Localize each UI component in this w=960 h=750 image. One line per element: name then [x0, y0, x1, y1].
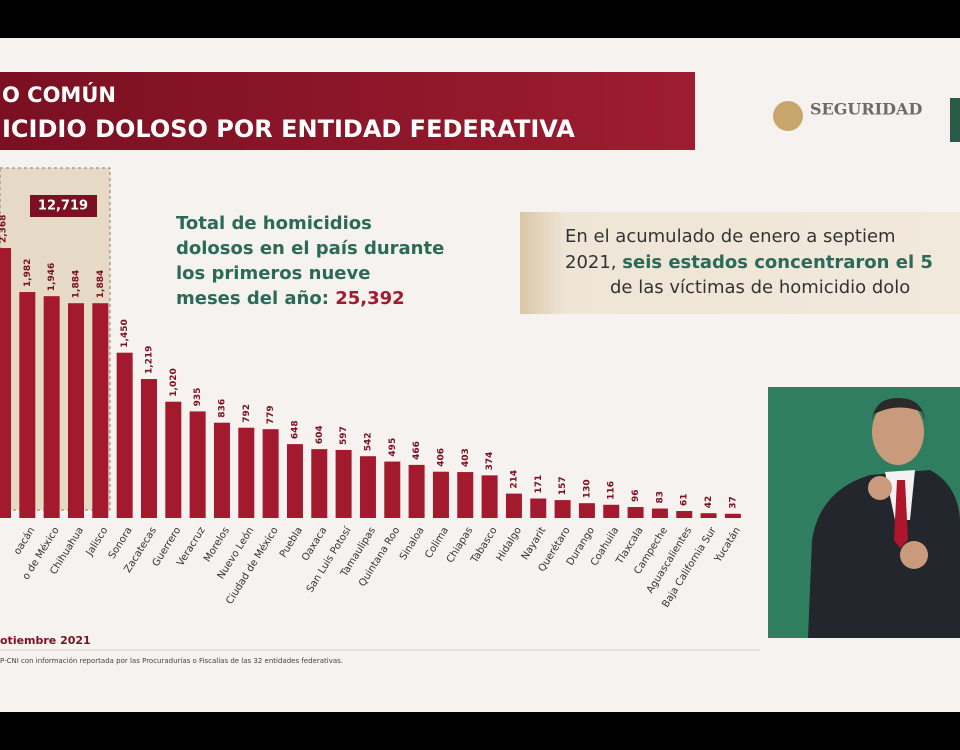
value-label: 406: [436, 448, 446, 467]
value-label: 214: [509, 470, 519, 489]
bar: [238, 427, 255, 518]
value-label: 542: [363, 432, 373, 451]
bar: [335, 449, 352, 518]
footer-date: otiembre 2021: [0, 634, 91, 647]
bar: [92, 303, 109, 518]
value-label: 403: [461, 448, 471, 467]
bar: [140, 379, 157, 518]
bar: [651, 508, 668, 518]
bar: [213, 422, 230, 518]
highlight-label-box: [30, 195, 97, 217]
bar: [554, 500, 571, 518]
bar: [165, 401, 182, 518]
bar: [116, 352, 133, 518]
summary-text: meses del año:: [176, 288, 335, 309]
value-label: 1,884: [96, 270, 106, 298]
logo-text: SEGURIDAD: [810, 100, 922, 119]
value-label: 83: [655, 491, 665, 504]
bar: [603, 504, 620, 518]
person-head: [872, 399, 924, 465]
bar: [262, 429, 279, 518]
value-label: 1,450: [120, 319, 130, 347]
value-label: 495: [388, 438, 398, 457]
footer-source: P-CNI con información reportada por las …: [0, 657, 343, 665]
value-label: 42: [704, 496, 714, 509]
person-tie: [894, 480, 908, 548]
summary-line: los primeros nueve: [176, 263, 370, 284]
bar: [627, 507, 644, 518]
value-label: 374: [485, 452, 495, 471]
value-label: 648: [290, 420, 300, 439]
value-label: 779: [266, 405, 276, 424]
value-label: 597: [339, 426, 349, 445]
value-label: 157: [558, 476, 568, 495]
bar: [0, 248, 11, 518]
bar: [700, 513, 717, 518]
value-label: 116: [607, 481, 617, 500]
bar: [578, 503, 595, 518]
bar: [286, 444, 303, 518]
callout-box: [520, 212, 960, 314]
value-label: 1,884: [71, 270, 81, 298]
value-label: 792: [242, 404, 252, 423]
summary-line: dolosos en el país durante: [176, 238, 444, 259]
bar: [676, 511, 693, 518]
value-label: 466: [412, 441, 422, 460]
summary-line: Total de homicidios: [176, 213, 372, 234]
bar: [432, 471, 449, 518]
value-label: 2,368: [0, 215, 9, 243]
person-hair: [872, 398, 925, 420]
value-label: 1,946: [47, 263, 57, 291]
callout-bold: seis estados concentraron el 5: [622, 252, 933, 273]
bar: [530, 498, 547, 518]
callout-line: de las víctimas de homicidio dolo: [610, 277, 910, 298]
bar: [359, 456, 376, 518]
bar: [19, 292, 36, 518]
callout-line: 2021, seis estados concentraron el 5: [565, 252, 933, 273]
value-label: 836: [217, 399, 227, 418]
bar: [457, 472, 474, 518]
value-label: 37: [728, 496, 738, 509]
value-label: 96: [631, 490, 641, 503]
highlight-label: 12,719: [38, 199, 88, 214]
callout-text: 2021,: [565, 252, 622, 273]
value-label: 935: [193, 388, 203, 407]
bar: [67, 303, 84, 518]
title-banner: [0, 72, 695, 150]
title-line: ICIDIO DOLOSO POR ENTIDAD FEDERATIVA: [2, 115, 575, 143]
person-hand: [868, 476, 892, 500]
bar: [189, 411, 206, 518]
value-label: 1,982: [23, 259, 33, 287]
person-body: [808, 470, 960, 638]
value-label: 171: [534, 475, 544, 494]
bar: [481, 475, 498, 518]
bar: [724, 513, 741, 518]
value-label: 1,219: [144, 346, 154, 374]
title-line: O COMÚN: [2, 82, 116, 107]
interpreter-video: [768, 387, 960, 638]
callout-line: En el acumulado de enero a septiem: [565, 226, 896, 247]
bar: [505, 493, 522, 518]
logo-emblem: [773, 101, 803, 131]
value-label: 61: [680, 494, 690, 507]
bar: [311, 449, 328, 518]
bar: [408, 464, 425, 518]
bar: [384, 461, 401, 518]
bar: [43, 296, 60, 518]
logo-edge: [950, 98, 960, 142]
person-hand: [900, 541, 928, 569]
value-label: 604: [315, 425, 325, 444]
value-label: 130: [582, 479, 592, 498]
summary-line: meses del año: 25,392: [176, 288, 405, 309]
value-label: 1,020: [169, 368, 179, 396]
summary-total: 25,392: [335, 288, 404, 309]
